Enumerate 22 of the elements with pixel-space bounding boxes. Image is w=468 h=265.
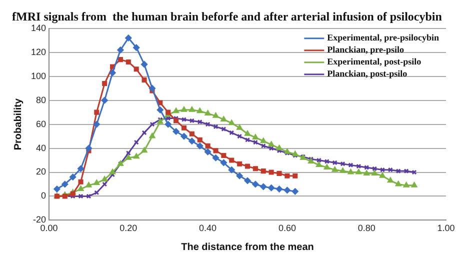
x-tick-label: 0.40 [199,223,217,234]
x-axis-title: The distance from the mean [181,242,314,253]
y-tick-label: 120 [30,46,46,57]
x-tick-label: 1.00 [437,223,455,234]
y-tick-label: 0 [41,190,46,201]
legend-label: Experimental, pre-psilocybin [327,32,440,43]
y-tick-label: 60 [36,118,46,129]
x-tick-label: 0.80 [358,223,376,234]
x-tick-label: 0.00 [40,223,58,234]
y-tick-label: 40 [36,142,46,153]
legend-label: Planckian, post-psilo [327,68,408,79]
chart-title: fMRI signals from the human brain beforfe and after arterial infusion of psilocybin [12,9,442,24]
y-tick-label: -20 [33,214,46,225]
y-tick-label: 140 [30,22,46,33]
y-axis-title: Probability [12,98,24,150]
x-tick-label: 0.60 [278,223,296,234]
legend-label: Planckian, pre-psilo [327,44,405,55]
y-tick-label: 80 [36,94,46,105]
legend-label: Experimental, post-psilo [327,56,422,67]
y-tick-label: 20 [36,166,46,177]
x-tick-label: 0.20 [120,223,138,234]
y-tick-label: 100 [30,70,46,81]
